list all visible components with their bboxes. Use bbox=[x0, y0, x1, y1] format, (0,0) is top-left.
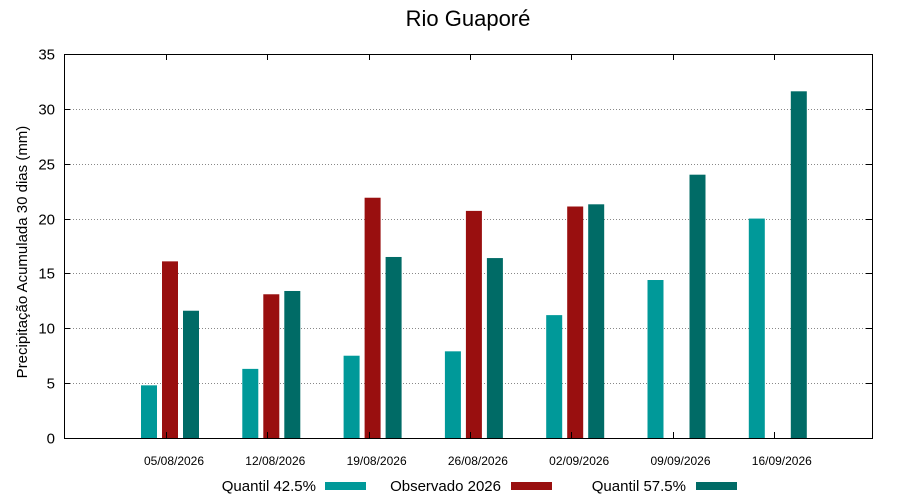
y-tick-label: 25 bbox=[38, 157, 55, 174]
bar-1-6 bbox=[647, 280, 664, 438]
x-tick-label: 02/09/2026 bbox=[549, 454, 609, 468]
bar-2-3 bbox=[364, 197, 381, 438]
bar-3-1 bbox=[183, 310, 199, 438]
axis-ticks: 0 5 10 15 20 25 30 35 05/08/2026 12/08/2026 19/08/… bbox=[38, 47, 872, 468]
x-tick-label: 05/08/2026 bbox=[144, 454, 204, 468]
bar-3-6 bbox=[689, 174, 706, 438]
bar-1-5 bbox=[546, 315, 563, 438]
bar-3-3 bbox=[385, 256, 402, 438]
plot-frame bbox=[64, 54, 873, 439]
bar-3-2 bbox=[284, 290, 301, 438]
bar-2-4 bbox=[465, 210, 482, 438]
y-tick-label: 10 bbox=[38, 321, 55, 338]
x-tick-label: 16/09/2026 bbox=[752, 454, 812, 468]
y-axis-label: Precipitação Acumulada 30 dias (mm) bbox=[14, 126, 31, 379]
y-tick-label: 15 bbox=[38, 266, 55, 283]
legend-swatch-1 bbox=[325, 482, 366, 490]
bar-1-1 bbox=[141, 385, 157, 438]
bar-3-5 bbox=[588, 204, 605, 438]
bar-3-4 bbox=[486, 258, 503, 438]
legend-label-1: Quantil 42.5% bbox=[222, 478, 316, 495]
bar-1-4 bbox=[444, 351, 461, 438]
bar-2-5 bbox=[567, 206, 584, 438]
y-tick-label: 35 bbox=[38, 47, 55, 64]
legend-swatch-3 bbox=[696, 482, 737, 490]
x-tick-label: 19/08/2026 bbox=[347, 454, 407, 468]
y-tick-label: 20 bbox=[38, 212, 55, 229]
bar-3-7 bbox=[790, 91, 807, 438]
bar-2-2 bbox=[263, 294, 280, 438]
legend-label-2: Observado 2026 bbox=[390, 478, 501, 495]
x-tick-label: 12/08/2026 bbox=[245, 454, 305, 468]
legend-label-3: Quantil 57.5% bbox=[592, 478, 686, 495]
y-tick-label: 5 bbox=[47, 376, 55, 393]
bar-2-1 bbox=[162, 261, 178, 438]
legend-swatch-2 bbox=[511, 482, 552, 490]
x-tick-label: 26/08/2026 bbox=[448, 454, 508, 468]
bars bbox=[141, 91, 807, 438]
chart-title: Rio Guaporé bbox=[406, 6, 531, 31]
x-tick-label: 09/09/2026 bbox=[650, 454, 710, 468]
bar-1-3 bbox=[343, 355, 360, 438]
y-tick-label: 0 bbox=[47, 431, 55, 448]
bar-1-7 bbox=[748, 218, 765, 438]
legend: Quantil 42.5% Observado 2026 Quantil 57.5% bbox=[222, 478, 737, 495]
bar-1-2 bbox=[242, 368, 259, 438]
y-tick-label: 30 bbox=[38, 102, 55, 119]
